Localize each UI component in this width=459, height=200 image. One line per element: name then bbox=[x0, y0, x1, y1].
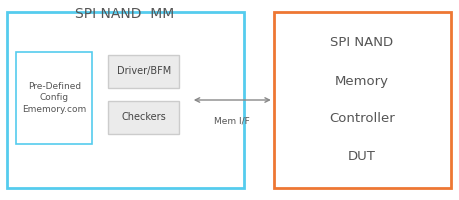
Text: Pre-Defined
Config
Ememory.com: Pre-Defined Config Ememory.com bbox=[22, 82, 86, 114]
FancyBboxPatch shape bbox=[7, 12, 243, 188]
Text: Driver/BFM: Driver/BFM bbox=[117, 66, 171, 76]
FancyBboxPatch shape bbox=[108, 101, 179, 134]
Text: Mem I/F: Mem I/F bbox=[214, 117, 250, 126]
FancyBboxPatch shape bbox=[16, 52, 92, 144]
Text: Checkers: Checkers bbox=[121, 112, 166, 122]
Text: SPI NAND  MM: SPI NAND MM bbox=[74, 7, 174, 21]
Text: SPI NAND

Memory

Controller

DUT: SPI NAND Memory Controller DUT bbox=[329, 36, 394, 164]
FancyBboxPatch shape bbox=[108, 55, 179, 88]
FancyBboxPatch shape bbox=[273, 12, 450, 188]
